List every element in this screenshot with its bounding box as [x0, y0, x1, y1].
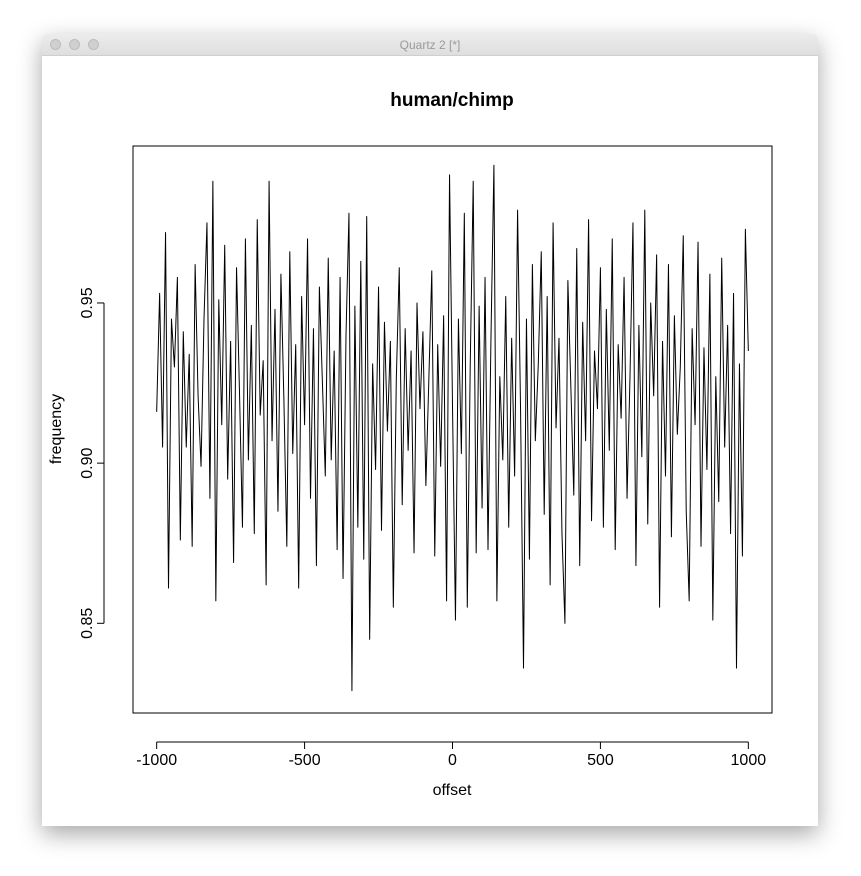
window: Quartz 2 [*] human/chimp offset frequenc… — [42, 34, 818, 826]
x-tick-label: 500 — [587, 752, 614, 769]
y-tick-label: 0.85 — [79, 608, 96, 639]
title-bar: Quartz 2 [*] — [42, 34, 818, 56]
y-axis-label: frequency — [48, 394, 65, 464]
chart: human/chimp offset frequency -1000 -500 0 5… — [48, 90, 773, 799]
x-tick-label: -1000 — [136, 752, 177, 769]
x-tick-label: 1000 — [731, 752, 767, 769]
x-tick-label: -500 — [289, 752, 321, 769]
y-tick-label: 0.95 — [79, 287, 96, 318]
x-axis-label: offset — [433, 782, 472, 799]
chart-title: human/chimp — [390, 90, 514, 111]
close-button[interactable] — [50, 39, 61, 50]
y-tick-label: 0.90 — [79, 447, 96, 478]
zoom-button[interactable] — [88, 39, 99, 50]
plot-box — [132, 145, 773, 714]
window-title: Quartz 2 [*] — [399, 38, 461, 52]
minimize-button[interactable] — [69, 39, 80, 50]
data-line — [156, 164, 749, 692]
x-tick-label: 0 — [448, 752, 457, 769]
